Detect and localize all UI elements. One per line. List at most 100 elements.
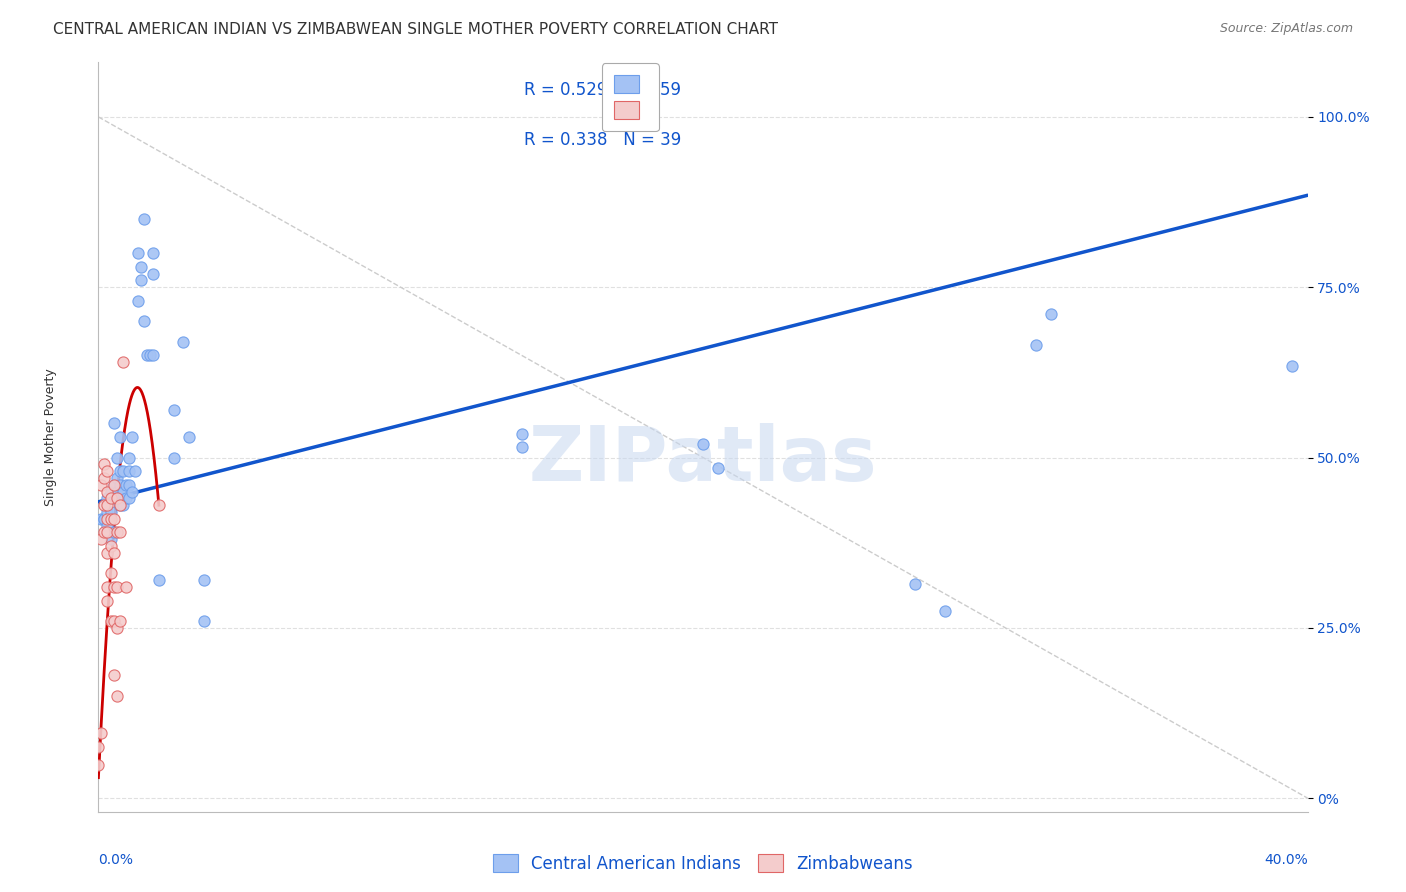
Point <box>510 426 533 441</box>
Point <box>193 573 215 587</box>
Point <box>103 525 125 540</box>
Point <box>90 512 112 526</box>
Point <box>103 668 125 682</box>
Point <box>148 498 170 512</box>
Point <box>163 450 186 465</box>
Point <box>105 621 128 635</box>
Point <box>127 293 149 308</box>
Point <box>118 491 141 506</box>
Legend: , : , <box>602 63 659 131</box>
Point <box>1024 338 1046 352</box>
Legend: Central American Indians, Zimbabweans: Central American Indians, Zimbabweans <box>486 847 920 880</box>
Text: R = 0.338   N = 39: R = 0.338 N = 39 <box>524 131 682 149</box>
Point <box>100 533 122 547</box>
Text: 40.0%: 40.0% <box>1264 853 1308 867</box>
Point <box>87 758 110 772</box>
Point <box>193 614 215 628</box>
Point <box>93 512 115 526</box>
Point <box>139 348 162 362</box>
Point <box>96 512 118 526</box>
Point <box>96 491 118 506</box>
Text: R = 0.529   N = 59: R = 0.529 N = 59 <box>524 81 681 99</box>
Point <box>105 471 128 485</box>
Point <box>108 614 131 628</box>
Point <box>510 440 533 454</box>
Point <box>124 464 146 478</box>
Text: 0.0%: 0.0% <box>98 853 134 867</box>
Point <box>96 484 118 499</box>
Point <box>105 525 128 540</box>
Point <box>90 726 112 740</box>
Point <box>105 580 128 594</box>
Point <box>100 539 122 553</box>
Point <box>103 491 125 506</box>
Point <box>103 477 125 491</box>
Point <box>707 460 730 475</box>
Point <box>100 614 122 628</box>
Point <box>100 566 122 581</box>
Point <box>105 491 128 506</box>
Point <box>108 498 131 512</box>
Point <box>96 518 118 533</box>
Point <box>148 573 170 587</box>
Point <box>93 512 115 526</box>
Point <box>108 498 131 512</box>
Point <box>90 533 112 547</box>
Point <box>87 739 110 754</box>
Point <box>142 348 165 362</box>
Point <box>1039 308 1062 322</box>
Point <box>93 498 115 512</box>
Point <box>108 525 131 540</box>
Point <box>163 402 186 417</box>
Point <box>96 464 118 478</box>
Point <box>100 512 122 526</box>
Point <box>105 450 128 465</box>
Point <box>1281 359 1303 373</box>
Point <box>105 689 128 703</box>
Point <box>121 484 143 499</box>
Point <box>96 498 118 512</box>
Point <box>904 576 927 591</box>
Point <box>100 484 122 499</box>
Point <box>103 614 125 628</box>
Point <box>93 525 115 540</box>
Point <box>96 546 118 560</box>
Point <box>179 430 201 444</box>
Point <box>111 498 134 512</box>
Point <box>100 505 122 519</box>
Point <box>93 458 115 472</box>
Point <box>100 491 122 506</box>
Point <box>96 505 118 519</box>
Point <box>129 273 152 287</box>
Point <box>934 604 956 618</box>
Point <box>142 246 165 260</box>
Point <box>129 260 152 274</box>
Point <box>108 477 131 491</box>
Text: ZIPatlas: ZIPatlas <box>529 423 877 497</box>
Point <box>114 491 136 506</box>
Point <box>142 267 165 281</box>
Point <box>172 334 194 349</box>
Point <box>127 246 149 260</box>
Point <box>96 525 118 540</box>
Point <box>118 450 141 465</box>
Point <box>114 580 136 594</box>
Point <box>121 430 143 444</box>
Point <box>105 484 128 499</box>
Point <box>114 477 136 491</box>
Point <box>90 477 112 491</box>
Point <box>103 580 125 594</box>
Point <box>118 477 141 491</box>
Point <box>108 430 131 444</box>
Point <box>111 484 134 499</box>
Point <box>692 437 714 451</box>
Point <box>118 464 141 478</box>
Point <box>108 464 131 478</box>
Point <box>96 580 118 594</box>
Text: Source: ZipAtlas.com: Source: ZipAtlas.com <box>1219 22 1353 36</box>
Point <box>103 512 125 526</box>
Point <box>93 471 115 485</box>
Text: CENTRAL AMERICAN INDIAN VS ZIMBABWEAN SINGLE MOTHER POVERTY CORRELATION CHART: CENTRAL AMERICAN INDIAN VS ZIMBABWEAN SI… <box>53 22 779 37</box>
Point <box>135 348 157 362</box>
Point <box>96 593 118 607</box>
